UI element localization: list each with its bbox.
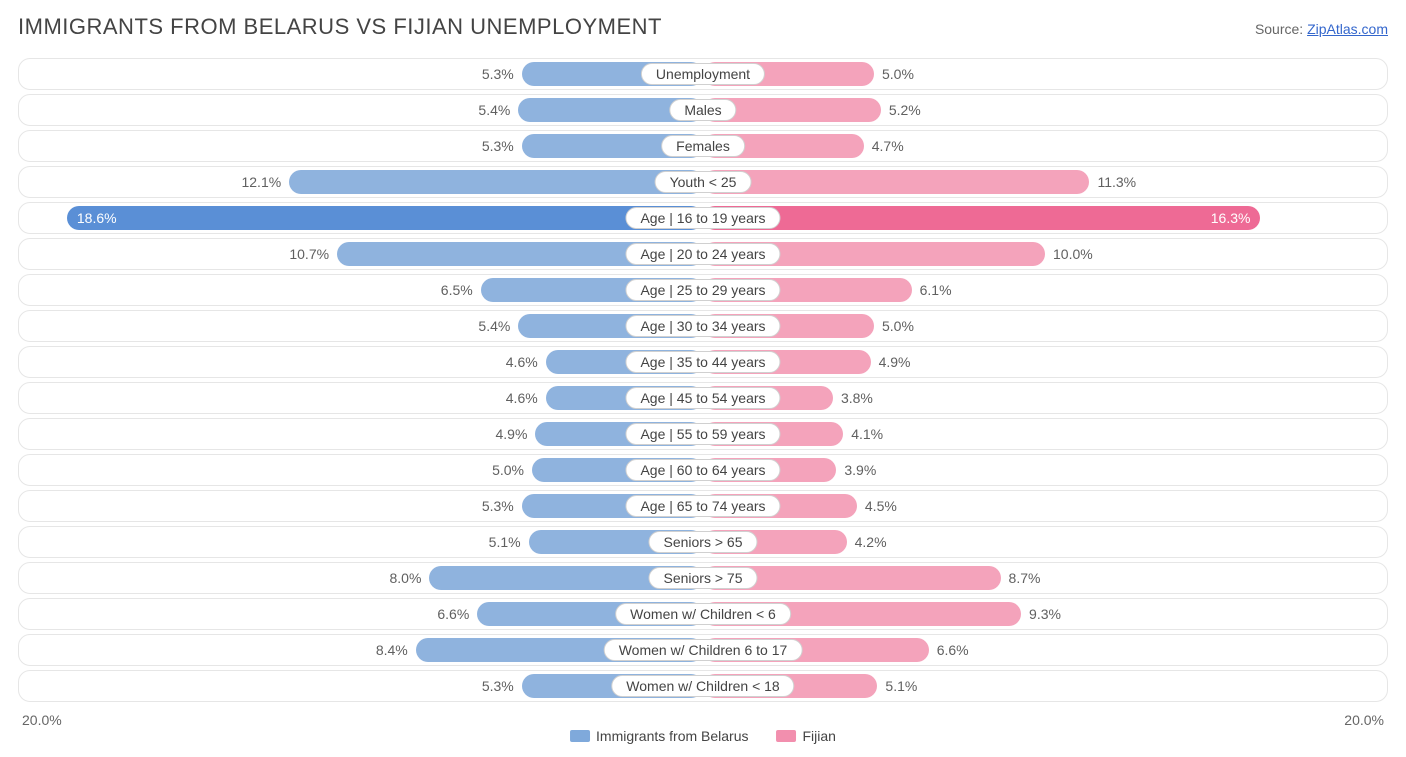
diverging-bar-chart: 5.3% 5.0% Unemployment 5.4% 5.2% Males 5.3% 4.7… (18, 58, 1388, 702)
chart-row: 5.4% 5.2% Males (18, 94, 1388, 126)
category-label: Age | 65 to 74 years (625, 495, 780, 517)
category-label: Age | 16 to 19 years (625, 207, 780, 229)
bar-left (289, 170, 703, 194)
value-left: 5.4% (478, 318, 510, 334)
category-label: Seniors > 65 (649, 531, 758, 553)
value-left: 5.3% (482, 498, 514, 514)
value-right: 4.9% (879, 354, 911, 370)
value-right: 16.3% (1211, 210, 1251, 226)
legend-swatch-right (777, 730, 797, 742)
chart-row: 4.6% 4.9% Age | 35 to 44 years (18, 346, 1388, 378)
value-left: 4.6% (506, 354, 538, 370)
axis-right-max: 20.0% (1344, 712, 1384, 728)
chart-row: 5.4% 5.0% Age | 30 to 34 years (18, 310, 1388, 342)
chart-row: 10.7% 10.0% Age | 20 to 24 years (18, 238, 1388, 270)
value-left: 18.6% (77, 210, 117, 226)
chart-title: IMMIGRANTS FROM BELARUS VS FIJIAN UNEMPL… (18, 14, 662, 40)
value-left: 6.5% (441, 282, 473, 298)
category-label: Males (669, 99, 736, 121)
category-label: Age | 35 to 44 years (625, 351, 780, 373)
value-left: 5.3% (482, 66, 514, 82)
chart-row: 6.5% 6.1% Age | 25 to 29 years (18, 274, 1388, 306)
value-right: 5.1% (885, 678, 917, 694)
value-right: 4.5% (865, 498, 897, 514)
value-right: 6.1% (920, 282, 952, 298)
chart-row: 5.3% 4.7% Females (18, 130, 1388, 162)
legend-label-left: Immigrants from Belarus (596, 728, 748, 744)
value-right: 8.7% (1009, 570, 1041, 586)
category-label: Women w/ Children < 18 (611, 675, 794, 697)
value-right: 3.8% (841, 390, 873, 406)
value-right: 4.7% (872, 138, 904, 154)
value-right: 9.3% (1029, 606, 1061, 622)
legend-item-right: Fijian (777, 728, 836, 744)
legend-label-right: Fijian (803, 728, 836, 744)
legend-swatch-left (570, 730, 590, 742)
category-label: Unemployment (641, 63, 765, 85)
category-label: Youth < 25 (655, 171, 752, 193)
chart-row: 4.9% 4.1% Age | 55 to 59 years (18, 418, 1388, 450)
value-right: 5.2% (889, 102, 921, 118)
value-right: 6.6% (937, 642, 969, 658)
category-label: Women w/ Children < 6 (615, 603, 791, 625)
value-left: 12.1% (241, 174, 281, 190)
value-right: 10.0% (1053, 246, 1093, 262)
value-left: 6.6% (437, 606, 469, 622)
value-left: 4.6% (506, 390, 538, 406)
category-label: Seniors > 75 (649, 567, 758, 589)
value-left: 5.4% (478, 102, 510, 118)
category-label: Age | 60 to 64 years (625, 459, 780, 481)
value-right: 3.9% (844, 462, 876, 478)
chart-row: 8.4% 6.6% Women w/ Children 6 to 17 (18, 634, 1388, 666)
value-right: 4.2% (855, 534, 887, 550)
category-label: Females (661, 135, 745, 157)
legend: Immigrants from Belarus Fijian (570, 728, 836, 744)
chart-row: 5.0% 3.9% Age | 60 to 64 years (18, 454, 1388, 486)
axis-left-max: 20.0% (22, 712, 62, 728)
bar-right: 16.3% (703, 206, 1260, 230)
value-left: 5.1% (489, 534, 521, 550)
source-link[interactable]: ZipAtlas.com (1307, 21, 1388, 37)
value-right: 4.1% (851, 426, 883, 442)
chart-row: 12.1% 11.3% Youth < 25 (18, 166, 1388, 198)
category-label: Age | 45 to 54 years (625, 387, 780, 409)
value-right: 5.0% (882, 66, 914, 82)
legend-item-left: Immigrants from Belarus (570, 728, 748, 744)
category-label: Age | 30 to 34 years (625, 315, 780, 337)
chart-row: 5.3% 5.1% Women w/ Children < 18 (18, 670, 1388, 702)
value-right: 5.0% (882, 318, 914, 334)
value-left: 5.3% (482, 138, 514, 154)
source-prefix: Source: (1255, 21, 1307, 37)
category-label: Age | 55 to 59 years (625, 423, 780, 445)
value-left: 8.0% (389, 570, 421, 586)
chart-row: 5.3% 4.5% Age | 65 to 74 years (18, 490, 1388, 522)
chart-row: 8.0% 8.7% Seniors > 75 (18, 562, 1388, 594)
value-left: 5.3% (482, 678, 514, 694)
chart-source: Source: ZipAtlas.com (1255, 21, 1388, 37)
bar-right (703, 170, 1089, 194)
chart-row: 6.6% 9.3% Women w/ Children < 6 (18, 598, 1388, 630)
value-left: 8.4% (376, 642, 408, 658)
category-label: Age | 20 to 24 years (625, 243, 780, 265)
value-left: 4.9% (496, 426, 528, 442)
chart-row: 18.6% 16.3% Age | 16 to 19 years (18, 202, 1388, 234)
chart-row: 5.1% 4.2% Seniors > 65 (18, 526, 1388, 558)
category-label: Women w/ Children 6 to 17 (604, 639, 803, 661)
bar-left: 18.6% (67, 206, 703, 230)
value-left: 5.0% (492, 462, 524, 478)
value-left: 10.7% (289, 246, 329, 262)
value-right: 11.3% (1097, 174, 1136, 190)
chart-row: 4.6% 3.8% Age | 45 to 54 years (18, 382, 1388, 414)
chart-row: 5.3% 5.0% Unemployment (18, 58, 1388, 90)
category-label: Age | 25 to 29 years (625, 279, 780, 301)
